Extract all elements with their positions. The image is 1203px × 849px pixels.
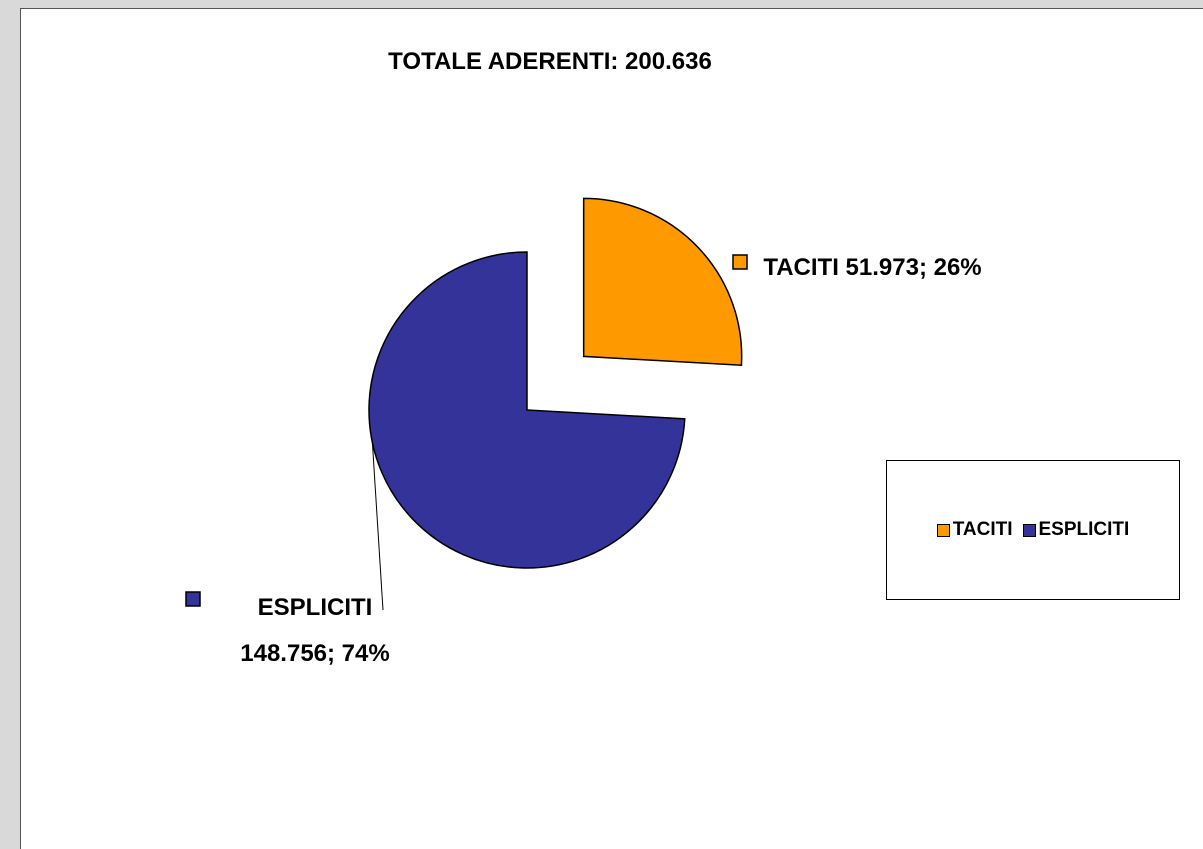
legend: TACITI ESPLICITI bbox=[886, 460, 1180, 600]
data-label: ESPLICITI 148.756; 74% bbox=[210, 585, 420, 677]
pie-slice bbox=[582, 197, 743, 367]
label-category: TACITI bbox=[763, 254, 839, 281]
label-key bbox=[732, 254, 748, 270]
pie-slice bbox=[368, 251, 686, 569]
legend-item: ESPLICITI bbox=[1022, 519, 1130, 541]
legend-swatch bbox=[1022, 523, 1036, 537]
label-value: 148.756; 74% bbox=[240, 640, 390, 667]
data-label: TACITI 51.973; 26% bbox=[760, 245, 985, 291]
label-category: ESPLICITI bbox=[257, 594, 373, 621]
label-key bbox=[185, 591, 201, 607]
label-value: 51.973; 26% bbox=[845, 254, 982, 281]
legend-item: TACITI bbox=[936, 519, 1013, 541]
chart-title: TOTALE ADERENTI: 200.636 bbox=[388, 48, 712, 75]
leader-line bbox=[371, 442, 384, 611]
legend-label: TACITI bbox=[952, 519, 1013, 540]
legend-swatch bbox=[936, 523, 950, 537]
legend-label: ESPLICITI bbox=[1038, 519, 1130, 540]
